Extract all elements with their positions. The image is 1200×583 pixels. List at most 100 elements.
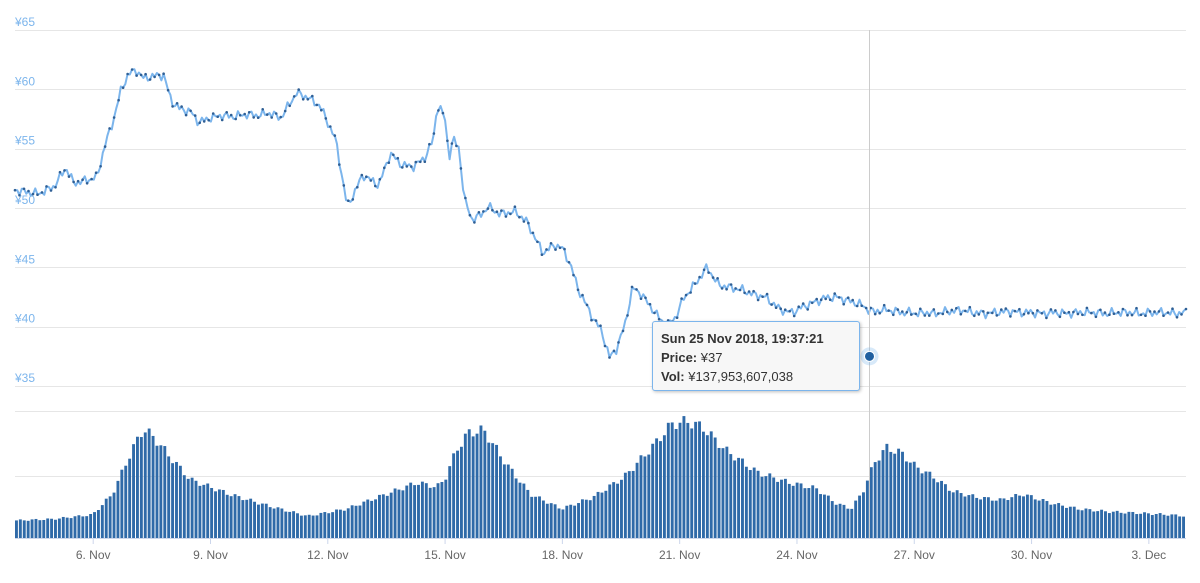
price-point — [108, 127, 111, 130]
volume-bar — [639, 455, 643, 538]
price-point — [1085, 306, 1089, 310]
volume-bar — [405, 485, 409, 538]
price-point — [846, 296, 850, 300]
volume-bar — [780, 479, 783, 538]
x-tick-label: 6. Nov — [76, 548, 111, 562]
volume-bar — [1143, 512, 1146, 538]
price-point — [648, 302, 652, 306]
volume-bar — [920, 473, 924, 538]
price-point — [1040, 312, 1044, 315]
x-tick-label: 12. Nov — [307, 548, 348, 562]
volume-bar — [124, 465, 128, 538]
price-point — [941, 312, 945, 316]
volume-bar — [963, 496, 967, 538]
volume-bar — [73, 516, 77, 538]
price-point — [752, 289, 755, 293]
volume-bar — [627, 471, 631, 538]
price-point — [1000, 308, 1003, 311]
volume-bar — [873, 462, 877, 538]
volume-bar — [659, 441, 662, 538]
volume-bar — [1029, 495, 1033, 538]
price-point — [338, 163, 341, 166]
price-point — [360, 173, 364, 177]
volume-bar — [795, 482, 799, 538]
volume-bar — [342, 510, 346, 538]
price-point — [292, 95, 296, 98]
volume-bar — [428, 487, 432, 538]
volume-bar — [565, 505, 569, 538]
price-point — [882, 303, 886, 307]
volume-bar — [889, 451, 893, 538]
price-point — [130, 68, 134, 71]
volume-bar — [580, 499, 584, 538]
volume-bar — [1025, 494, 1029, 538]
volume-bar — [159, 445, 163, 538]
price-point — [18, 194, 21, 197]
volume-bar — [61, 516, 65, 538]
tooltip-vol-value: ¥137,953,607,038 — [688, 369, 794, 384]
volume-bar — [822, 494, 826, 538]
volume-bar — [1018, 495, 1022, 538]
volume-bar — [186, 478, 190, 538]
price-point — [311, 94, 314, 98]
price-point — [919, 307, 922, 311]
volume-bar — [136, 436, 139, 538]
price-point — [184, 113, 188, 117]
price-point — [446, 139, 449, 143]
price-point — [973, 314, 976, 318]
price-point — [1144, 314, 1147, 318]
price-point — [1139, 313, 1143, 317]
price-point — [815, 297, 818, 301]
price-point — [950, 308, 954, 312]
price-point — [513, 205, 517, 208]
volume-bar — [865, 480, 869, 538]
price-point — [1004, 307, 1008, 310]
volume-bar — [378, 494, 381, 538]
volume-bar — [651, 443, 655, 538]
price-point — [414, 160, 418, 164]
volume-bar — [307, 514, 311, 538]
price-point — [1117, 311, 1120, 314]
y-tick-label: ¥35 — [14, 371, 35, 385]
price-point — [477, 211, 481, 214]
price-point — [747, 290, 751, 293]
price-point — [878, 311, 881, 315]
price-tooltip: Sun 25 Nov 2018, 19:37:21 Price: ¥37 Vol… — [652, 321, 860, 391]
volume-bar — [717, 447, 721, 538]
price-point — [1148, 310, 1152, 313]
price-point — [27, 189, 30, 193]
volume-bar — [588, 500, 592, 538]
price-point — [675, 316, 679, 320]
price-point — [504, 215, 508, 218]
price-point — [572, 273, 575, 277]
volume-bar — [514, 478, 518, 538]
volume-bar — [635, 462, 639, 538]
price-point — [144, 72, 147, 76]
price-point — [612, 349, 616, 353]
price-point — [189, 109, 192, 113]
volume-bar — [768, 473, 772, 538]
volume-bar — [459, 446, 463, 538]
price-point — [1103, 311, 1107, 314]
volume-bar — [276, 507, 280, 538]
volume-bar — [776, 481, 780, 538]
volume-bar — [1100, 509, 1104, 538]
price-point — [495, 210, 499, 213]
price-point — [770, 303, 773, 306]
volume-bar — [487, 442, 491, 538]
price-point — [702, 268, 706, 272]
volume-bar — [18, 519, 22, 538]
volume-bar — [522, 483, 526, 538]
volume-bar — [901, 451, 904, 538]
price-point — [743, 291, 746, 295]
volume-bar — [471, 436, 475, 538]
volume-bar — [1053, 504, 1057, 538]
volume-bar — [561, 509, 565, 538]
volume-bar — [955, 490, 959, 538]
price-point — [779, 307, 782, 311]
volume-bar — [397, 489, 401, 538]
x-tick-label: 15. Nov — [424, 548, 465, 562]
volume-bar — [643, 456, 647, 538]
volume-bar — [483, 430, 487, 538]
